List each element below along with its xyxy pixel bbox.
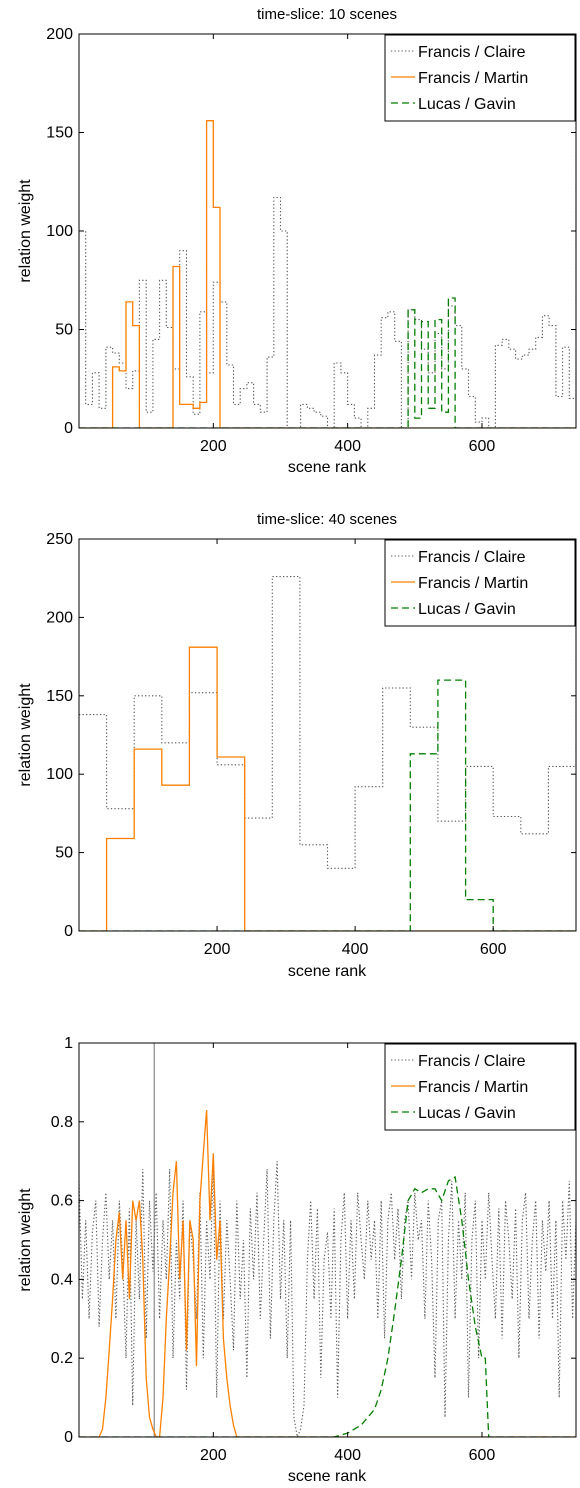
y-tick-label: 100	[46, 766, 73, 783]
legend: Francis / Claire Francis / Martin Lucas / …	[384, 539, 576, 627]
series-line-1	[79, 1161, 576, 1437]
chart-marks	[79, 1043, 576, 1437]
series-line-3	[79, 679, 576, 931]
x-axis-label: scene rank	[288, 459, 367, 476]
x-tick-label: 200	[200, 1447, 227, 1464]
axis-ticks: 200 400 600 0 50 100 150 200 250	[46, 531, 576, 958]
y-axis-label: relation weight	[17, 683, 34, 787]
y-tick-label: 150	[46, 125, 73, 142]
chart-marks	[79, 112, 576, 428]
series-line-1	[79, 112, 576, 428]
legend-box	[384, 34, 576, 122]
x-tick-label: 600	[469, 438, 496, 455]
legend-entry: Lucas / Gavin	[418, 1105, 516, 1122]
legend-entry: Lucas / Gavin	[418, 96, 516, 113]
chart-title: time-slice: 10 scenes	[257, 6, 397, 23]
legend: Francis / Claire Francis / Martin Lucas / …	[384, 1043, 576, 1131]
x-tick-label: 200	[200, 438, 227, 455]
y-tick-label: 0.4	[51, 1271, 73, 1288]
y-tick-label: 100	[46, 223, 73, 240]
plot-frame	[78, 538, 577, 932]
x-tick-label: 600	[469, 1447, 496, 1464]
y-tick-label: 50	[55, 322, 73, 339]
series-line-2	[79, 120, 576, 428]
x-axis-label: scene rank	[288, 1468, 367, 1485]
x-tick-label: 400	[342, 941, 369, 958]
legend-box	[384, 1043, 576, 1131]
chart-marks	[79, 576, 576, 931]
series-line-1	[79, 576, 576, 869]
legend-entry: Francis / Claire	[418, 549, 526, 566]
x-tick-label: 400	[334, 438, 361, 455]
legend-entry: Francis / Martin	[418, 70, 528, 87]
x-tick-label: 400	[334, 1447, 361, 1464]
series-line-2	[79, 1109, 576, 1437]
y-tick-label: 150	[46, 688, 73, 705]
y-tick-label: 0	[64, 923, 73, 940]
x-tick-label: 600	[480, 941, 507, 958]
legend-entry: Francis / Claire	[418, 44, 526, 61]
series-line-3	[79, 297, 576, 428]
chart-panel-3: 200 400 600 0 0.2 0.4 0.6 0.8 1 scene rank relat…	[17, 1035, 577, 1485]
y-tick-label: 50	[55, 845, 73, 862]
y-tick-label: 0	[64, 420, 73, 437]
y-tick-label: 0.2	[51, 1350, 73, 1367]
legend-entry: Francis / Martin	[418, 575, 528, 592]
y-tick-label: 0.6	[51, 1193, 73, 1210]
y-axis-label: relation weight	[17, 1188, 34, 1292]
axis-ticks: 200 400 600 0 50 100 150 200	[46, 26, 576, 455]
y-tick-label: 200	[46, 609, 73, 626]
y-tick-label: 250	[46, 531, 73, 548]
y-axis-label: relation weight	[17, 179, 34, 283]
x-tick-label: 200	[204, 941, 231, 958]
legend: Francis / Claire Francis / Martin Lucas / …	[384, 34, 576, 122]
legend-entry: Francis / Claire	[418, 1053, 526, 1070]
y-tick-label: 0	[64, 1429, 73, 1446]
legend-box	[384, 539, 576, 627]
legend-entry: Francis / Martin	[418, 1079, 528, 1096]
y-tick-label: 200	[46, 26, 73, 43]
chart-panel-2: time-slice: 40 scenes 200 400 600 0 50 100 150…	[17, 511, 577, 980]
chart-title: time-slice: 40 scenes	[257, 511, 397, 528]
series-line-2	[79, 646, 576, 931]
legend-entry: Lucas / Gavin	[418, 601, 516, 618]
axis-ticks: 200 400 600 0 0.2 0.4 0.6 0.8 1	[51, 1035, 576, 1464]
y-tick-label: 1	[64, 1035, 73, 1052]
y-tick-label: 0.8	[51, 1114, 73, 1131]
plot-frame	[78, 1042, 577, 1438]
x-axis-label: scene rank	[288, 963, 367, 980]
chart-panel-1: time-slice: 10 scenes 200 400 600 0 50 100 150…	[17, 6, 577, 476]
